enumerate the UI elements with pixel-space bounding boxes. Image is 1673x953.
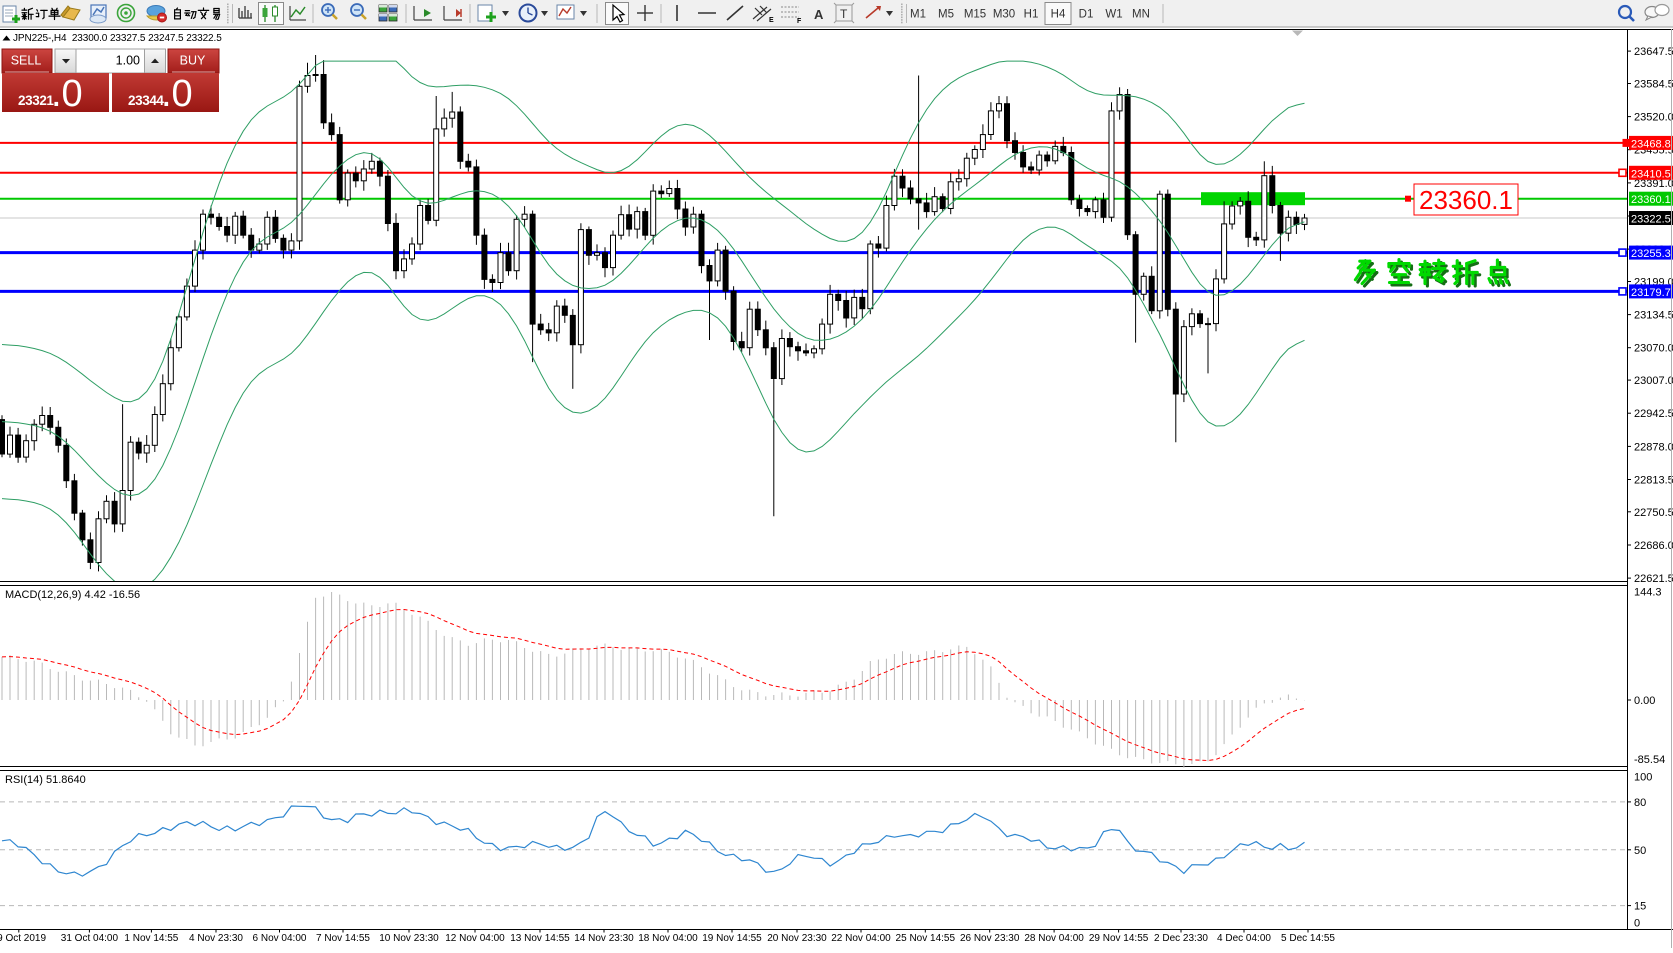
- svg-text:31 Oct 04:00: 31 Oct 04:00: [61, 933, 119, 944]
- svg-text:13 Nov 14:55: 13 Nov 14:55: [510, 933, 570, 944]
- svg-text:20 Nov 23:30: 20 Nov 23:30: [767, 933, 827, 944]
- svg-text:2 Dec 23:30: 2 Dec 23:30: [1154, 933, 1208, 944]
- svg-text:100: 100: [1634, 772, 1652, 784]
- svg-text:22 Nov 04:00: 22 Nov 04:00: [831, 933, 891, 944]
- svg-text:22750.5: 22750.5: [1634, 507, 1673, 519]
- svg-text:H1: H1: [1024, 9, 1039, 21]
- svg-text:22813.5: 22813.5: [1634, 475, 1673, 487]
- svg-text:.0: .0: [51, 73, 83, 115]
- svg-text:4 Nov 23:30: 4 Nov 23:30: [189, 933, 243, 944]
- svg-text:10 Nov 23:30: 10 Nov 23:30: [379, 933, 439, 944]
- svg-text:.0: .0: [161, 73, 193, 115]
- svg-text:F: F: [797, 18, 802, 25]
- svg-text:MN: MN: [1132, 9, 1150, 21]
- svg-text:23391.0: 23391.0: [1634, 178, 1673, 190]
- svg-text:4 Dec 04:00: 4 Dec 04:00: [1217, 933, 1271, 944]
- svg-text:M30: M30: [993, 9, 1015, 21]
- svg-text:25 Nov 14:55: 25 Nov 14:55: [896, 933, 956, 944]
- svg-text:29 Nov 14:55: 29 Nov 14:55: [1089, 933, 1149, 944]
- svg-text:E: E: [769, 17, 774, 24]
- svg-text:50: 50: [1634, 845, 1646, 857]
- svg-text:23322.5: 23322.5: [1631, 214, 1671, 226]
- svg-text:SELL: SELL: [11, 54, 42, 68]
- svg-text:JPN225-,H4 23300.0 23327.5 23: JPN225-,H4 23300.0 23327.5 23247.5 23322…: [13, 33, 222, 44]
- svg-text:0.00: 0.00: [1634, 695, 1655, 707]
- svg-text:1.00: 1.00: [116, 54, 140, 68]
- svg-text:M5: M5: [938, 9, 954, 21]
- svg-text:M15: M15: [964, 9, 986, 21]
- svg-text:15: 15: [1634, 901, 1646, 913]
- svg-text:D1: D1: [1079, 9, 1094, 21]
- svg-text:23134.5: 23134.5: [1634, 310, 1673, 322]
- svg-text:M1: M1: [910, 9, 926, 21]
- svg-text:1 Nov 14:55: 1 Nov 14:55: [124, 933, 178, 944]
- svg-text:12 Nov 04:00: 12 Nov 04:00: [445, 933, 505, 944]
- svg-text:23321: 23321: [18, 93, 54, 108]
- svg-text:23360.1: 23360.1: [1419, 185, 1513, 215]
- svg-text:0: 0: [1634, 918, 1640, 930]
- svg-text:H4: H4: [1051, 9, 1066, 21]
- svg-text:7 Nov 14:55: 7 Nov 14:55: [316, 933, 370, 944]
- svg-text:23584.5: 23584.5: [1634, 79, 1673, 91]
- svg-text:29 Oct 2019: 29 Oct 2019: [0, 933, 46, 944]
- svg-text:6 Nov 04:00: 6 Nov 04:00: [253, 933, 307, 944]
- svg-text:23179.7: 23179.7: [1631, 287, 1671, 299]
- svg-text:RSI(14) 51.8640: RSI(14) 51.8640: [5, 774, 86, 786]
- svg-text:23070.0: 23070.0: [1634, 343, 1673, 355]
- svg-text:22942.5: 22942.5: [1634, 408, 1673, 420]
- svg-text:23360.1: 23360.1: [1631, 194, 1671, 206]
- svg-text:5 Dec 14:55: 5 Dec 14:55: [1281, 933, 1335, 944]
- svg-text:144.3: 144.3: [1634, 587, 1662, 599]
- svg-text:MACD(12,26,9) 4.42 -16.56: MACD(12,26,9) 4.42 -16.56: [5, 589, 140, 601]
- svg-text:23344: 23344: [128, 93, 164, 108]
- svg-text:14 Nov 23:30: 14 Nov 23:30: [574, 933, 634, 944]
- svg-text:23007.0: 23007.0: [1634, 375, 1673, 387]
- svg-text:T: T: [840, 7, 848, 21]
- svg-text:22878.0: 22878.0: [1634, 441, 1673, 453]
- svg-text:W1: W1: [1105, 9, 1122, 21]
- svg-text:80: 80: [1634, 797, 1646, 809]
- svg-text:28 Nov 04:00: 28 Nov 04:00: [1024, 933, 1084, 944]
- svg-text:23520.0: 23520.0: [1634, 112, 1673, 124]
- svg-text:22621.5: 22621.5: [1634, 573, 1673, 585]
- svg-text:A: A: [814, 7, 824, 22]
- svg-text:22686.0: 22686.0: [1634, 540, 1673, 552]
- svg-text:23255.3: 23255.3: [1631, 248, 1671, 260]
- svg-text:23647.5: 23647.5: [1634, 46, 1673, 58]
- svg-text:23410.5: 23410.5: [1631, 168, 1671, 180]
- svg-text:-85.54: -85.54: [1634, 754, 1665, 766]
- svg-text:19 Nov 14:55: 19 Nov 14:55: [702, 933, 762, 944]
- svg-text:18 Nov 04:00: 18 Nov 04:00: [638, 933, 698, 944]
- svg-text:23468.8: 23468.8: [1631, 138, 1671, 150]
- svg-text:26 Nov 23:30: 26 Nov 23:30: [960, 933, 1020, 944]
- svg-text:BUY: BUY: [180, 54, 206, 68]
